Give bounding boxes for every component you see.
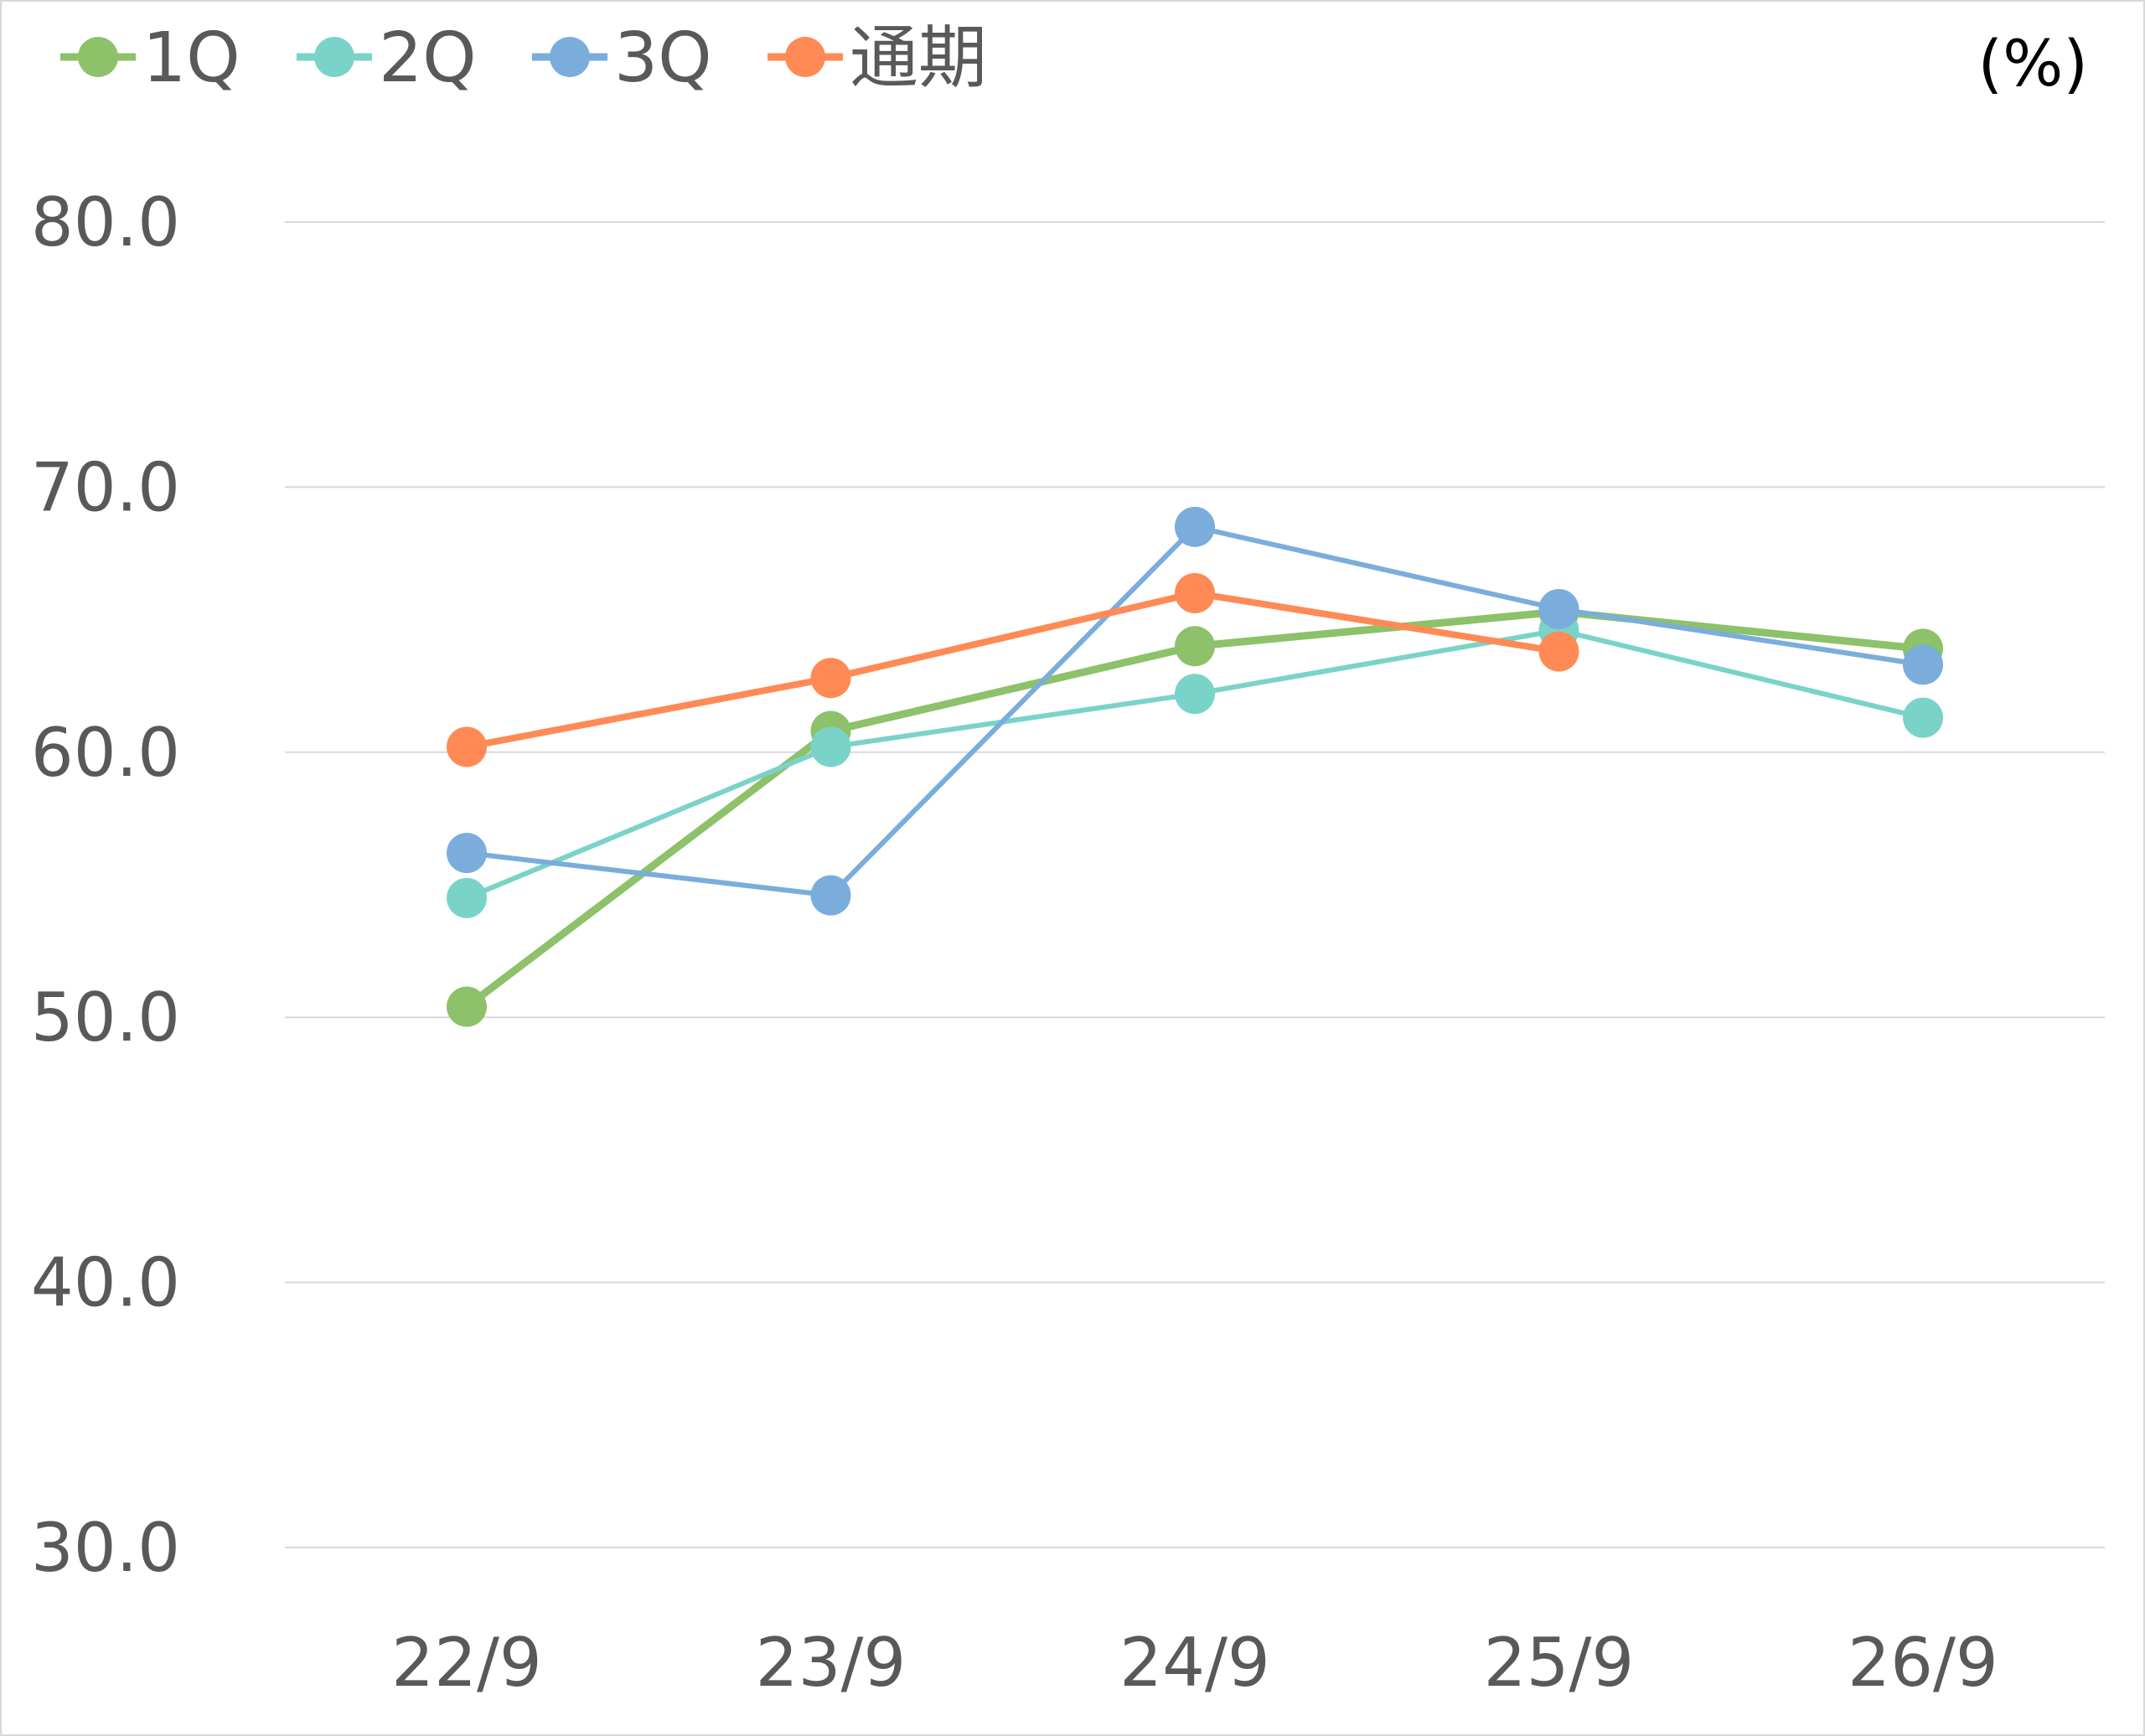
- legend-label: 2Q: [379, 18, 477, 98]
- legend-marker: [314, 37, 354, 77]
- legend-marker: [78, 37, 118, 77]
- legend-label: 3Q: [614, 18, 712, 98]
- series-1: [447, 592, 1943, 1027]
- series-line: [465, 628, 1924, 901]
- data-point: [447, 877, 487, 918]
- x-axis-tick-labels: 22/9 23/9 24/9 25/9 26/9: [391, 1624, 1998, 1702]
- x-tick-label: 25/9: [1484, 1624, 1635, 1702]
- data-point: [447, 726, 487, 767]
- gridlines: [285, 221, 2105, 1548]
- y-tick-label: 60.0: [31, 714, 180, 792]
- x-tick-label: 24/9: [1119, 1624, 1270, 1702]
- legend-marker: [550, 37, 590, 77]
- unit-label: (%): [1977, 26, 2088, 101]
- y-tick-label: 40.0: [31, 1244, 180, 1322]
- legend-marker: [785, 37, 825, 77]
- series-3: [447, 506, 1943, 916]
- data-point: [1903, 697, 1943, 738]
- data-point: [810, 726, 851, 767]
- data-point: [1175, 674, 1215, 715]
- data-point: [810, 658, 851, 699]
- x-tick-label: 22/9: [391, 1624, 542, 1702]
- x-tick-label: 23/9: [756, 1624, 907, 1702]
- legend-label: 1Q: [142, 18, 240, 98]
- data-point: [447, 833, 487, 874]
- legend-item: 1Q: [60, 18, 240, 98]
- data-point: [447, 986, 487, 1027]
- data-point: [1538, 631, 1579, 672]
- data-point: [1175, 572, 1215, 613]
- legend-item: 通期: [768, 18, 987, 98]
- y-tick-label: 30.0: [31, 1509, 180, 1587]
- series-2: [447, 610, 1943, 918]
- legend-item: 2Q: [297, 18, 477, 98]
- data-point: [810, 875, 851, 916]
- y-axis-tick-labels: 30.0 40.0 50.0 60.0 70.0 80.0: [31, 183, 180, 1587]
- data-point: [1538, 588, 1579, 629]
- series-line: [466, 589, 1560, 751]
- legend-label: 通期: [850, 18, 987, 98]
- legend: 1Q 2Q 3Q 通期: [60, 18, 987, 98]
- y-tick-label: 50.0: [31, 979, 180, 1057]
- data-point: [1903, 644, 1943, 685]
- y-tick-label: 70.0: [31, 448, 180, 526]
- data-point: [1175, 506, 1215, 547]
- data-point: [1175, 626, 1215, 667]
- series-lines: [447, 506, 1943, 1027]
- y-tick-label: 80.0: [31, 183, 180, 261]
- x-tick-label: 26/9: [1848, 1624, 1998, 1702]
- legend-item: 3Q: [532, 18, 712, 98]
- series-4: [447, 572, 1579, 767]
